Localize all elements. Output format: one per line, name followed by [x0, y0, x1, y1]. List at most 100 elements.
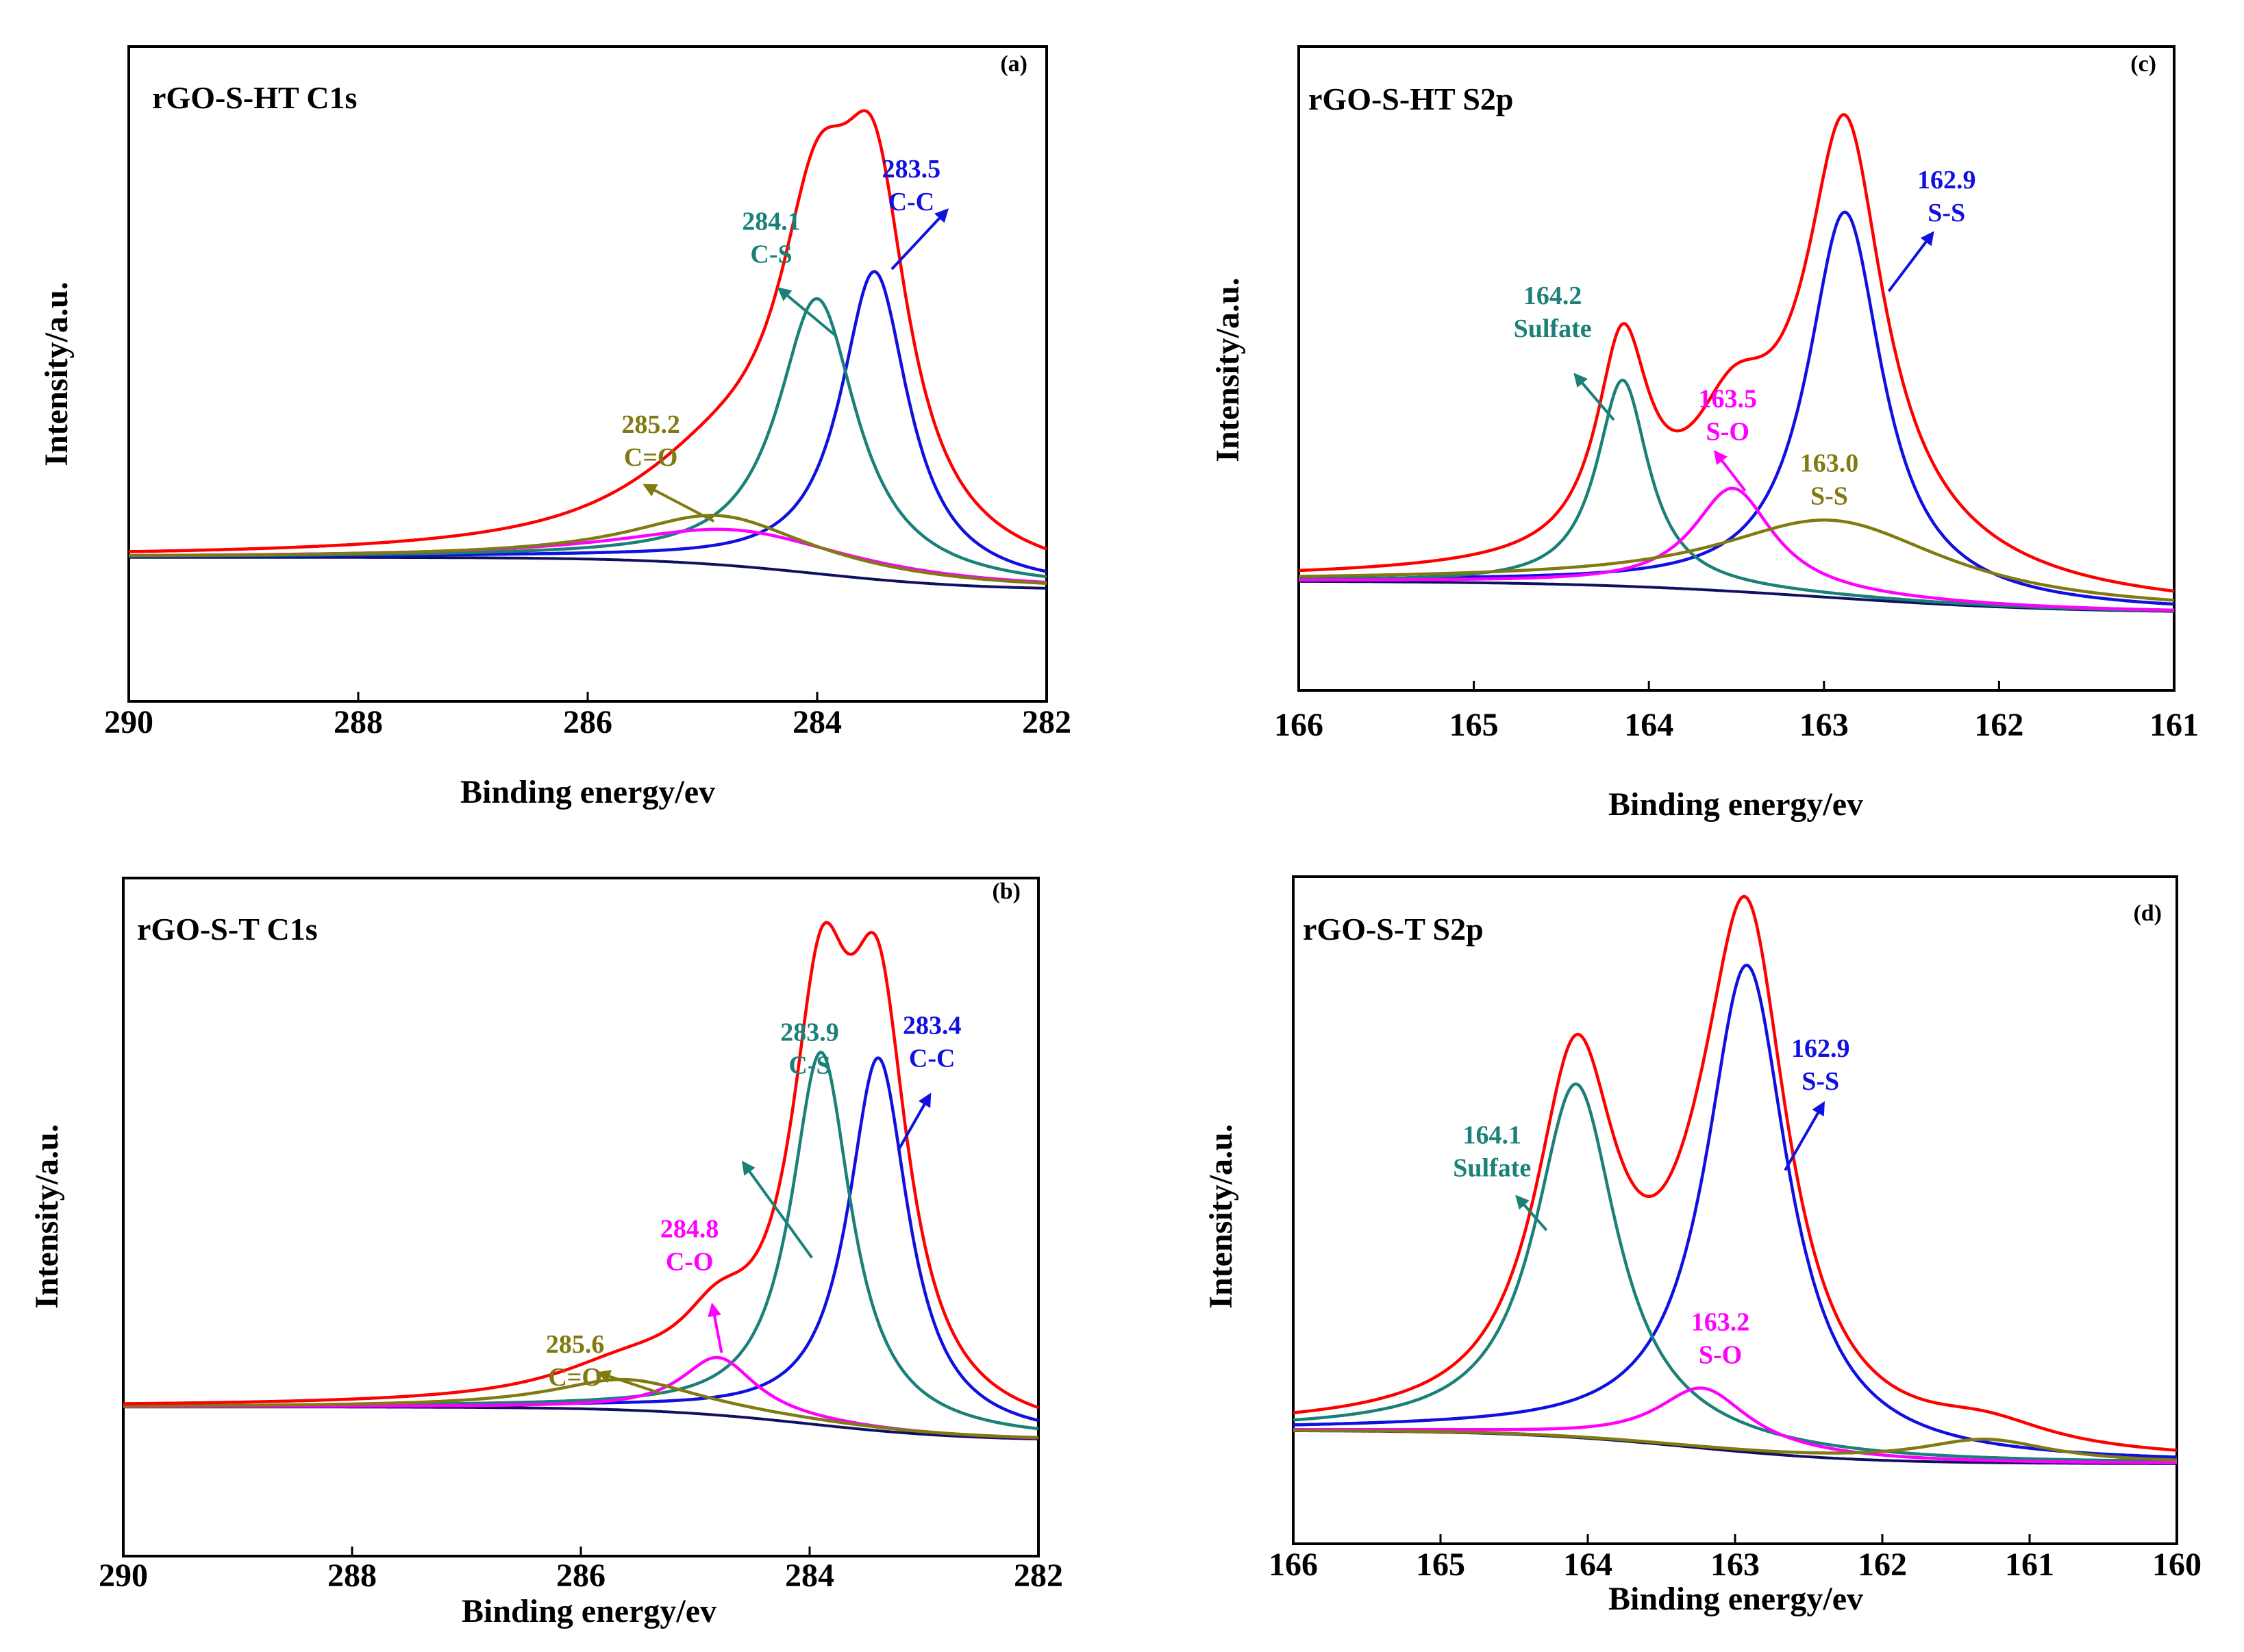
panel-d-frame	[1292, 875, 2178, 1545]
panel-b-annotations: 283.4 C-C 283.9 C-S 284.8 C-O 285.6 C=O	[546, 1012, 962, 1395]
panel-c-component-3	[1298, 518, 2175, 602]
panel-b-annotation-arrow	[741, 1160, 813, 1259]
panel-c-xtick-label: 163	[1799, 707, 1849, 743]
panel-d-xtick-label: 160	[2152, 1547, 2202, 1583]
panel-d-annotations: 162.9 S-S 164.1 Sulfate 163.2 S-O	[1453, 1034, 1849, 1369]
panel-b-annotation-label: C-S	[788, 1051, 830, 1080]
panel-b-title: rGO-S-T C1s	[137, 912, 318, 947]
panel-b-ticks: 290 288 286 284 282	[99, 1547, 1063, 1594]
panel-c-title: rGO-S-HT S2p	[1308, 82, 1514, 116]
panel-b-annotation-label: 283.9	[780, 1018, 839, 1047]
panel-b-annotation-arrow	[708, 1302, 723, 1353]
panel-c-component-1	[1299, 378, 2175, 612]
panel-d-xtick-label: 163	[1710, 1547, 1760, 1583]
panel-d-tag: (d)	[2133, 901, 2162, 926]
panel-b-annotation-label: 284.8	[660, 1215, 719, 1244]
panel-a-envelope	[129, 109, 1047, 553]
panel-d-envelope	[1293, 894, 2178, 1452]
panel-a-annotation-label: 285.2	[621, 410, 680, 439]
panel-a-ticks: 290 288 286 284 282	[104, 692, 1071, 740]
panel-d-xlabel: Binding energy/ev	[1608, 1581, 1863, 1617]
panel-b-frame	[122, 877, 1040, 1557]
panel-d-curves	[1293, 894, 2178, 1465]
panel-a-component-3	[129, 514, 1047, 585]
panel-a-annotations: 283.5 C-C 284.1 C-S 285.2 C=O	[621, 155, 949, 523]
panel-d-xtick-label: 164	[1563, 1547, 1612, 1583]
panel-c-xtick-label: 166	[1274, 707, 1323, 743]
panel-a-annotation-label: C-S	[750, 240, 792, 269]
panel-b-component-3	[123, 1377, 1039, 1440]
panel-c: rGO-S-HT S2p (c) Binding energy/ev Inten…	[1210, 45, 2199, 823]
panel-a-xtick-label: 290	[104, 704, 153, 740]
panel-d-annotation-label: S-O	[1699, 1340, 1742, 1369]
panel-c-annotation-label: S-S	[1928, 199, 1965, 227]
panel-a-ylabel: Intensity/a.u.	[38, 281, 75, 466]
panel-b-baseline	[123, 1405, 1038, 1440]
panel-c-xtick-label: 162	[1974, 707, 2023, 743]
panel-a-annotation-label: 283.5	[882, 155, 941, 184]
panel-d-ylabel: Intensity/a.u.	[1203, 1124, 1239, 1308]
panel-a-title: rGO-S-HT C1s	[152, 80, 357, 115]
panel-c-annotation-label: 162.9	[1917, 166, 1976, 195]
panel-a-annotation-arrow	[890, 208, 949, 271]
panel-c-component-2	[1299, 486, 2174, 612]
panel-d-ticks: 166 165 164 163 162 161 160	[1269, 1534, 2202, 1583]
panel-c-annotation-label: 163.5	[1698, 384, 1757, 413]
panel-a-annotation-label: C=O	[624, 443, 678, 472]
panel-c-xlabel: Binding energy/ev	[1608, 786, 1863, 823]
panel-b-envelope	[123, 921, 1039, 1410]
panel-a-annotation-label: C-C	[888, 188, 935, 216]
panel-c-envelope	[1298, 113, 2175, 593]
panel-a: rGO-S-HT C1s (a) Binding energy/ev Inten…	[38, 45, 1071, 810]
panel-c-tag: (c)	[2130, 51, 2156, 77]
panel-d-annotation-label: 164.1	[1463, 1121, 1522, 1150]
panel-d-annotation-arrow	[1784, 1101, 1825, 1171]
panel-c-annotation-label: S-S	[1810, 481, 1848, 510]
panel-c-annotations: 162.9 S-S 164.2 Sulfate 163.5 S-O 163.0 S-S	[1514, 166, 1976, 511]
panel-a-xtick-label: 286	[563, 704, 612, 740]
panel-b-curves	[123, 921, 1039, 1440]
panel-b-annotation-label: 283.4	[903, 1012, 962, 1040]
panel-c-ylabel: Intensity/a.u.	[1210, 277, 1246, 462]
panel-d: rGO-S-T S2p (d) Binding energy/ev Intens…	[1203, 875, 2202, 1617]
panel-a-xlabel: Binding energy/ev	[460, 774, 715, 810]
panel-b-annotation-label: C-O	[666, 1248, 714, 1277]
panel-b-xtick-label: 284	[785, 1557, 834, 1594]
panel-c-xtick-label: 165	[1449, 707, 1499, 743]
panel-d-annotation-arrow	[1515, 1194, 1548, 1231]
panel-d-component-3	[1293, 1429, 2177, 1462]
panel-c-xtick-label: 161	[2149, 707, 2199, 743]
panel-d-annotation-label: 162.9	[1791, 1034, 1850, 1063]
panel-d-annotation-label: S-S	[1802, 1067, 1839, 1096]
panel-b-annotation-arrow	[596, 1370, 662, 1395]
panel-b-xtick-label: 286	[556, 1557, 606, 1594]
panel-c-annotation-arrow	[1573, 373, 1615, 421]
panel-a-xtick-label: 288	[334, 704, 383, 740]
panel-c-annotation-label: Sulfate	[1514, 314, 1592, 343]
panel-b-annotation-arrow	[897, 1092, 932, 1150]
panel-d-xtick-label: 161	[2005, 1547, 2054, 1583]
panel-d-xtick-label: 165	[1416, 1547, 1465, 1583]
panel-c-annotation-arrow	[1887, 231, 1934, 292]
panel-a-annotation-label: 284.1	[742, 208, 801, 236]
panel-c-annotation-label: 163.0	[1800, 449, 1859, 477]
panel-a-annotation-arrow	[777, 287, 836, 336]
panel-c-annotation-label: S-O	[1706, 417, 1749, 446]
panel-d-component-0	[1293, 964, 2178, 1459]
panel-d-xtick-label: 166	[1269, 1547, 1318, 1583]
panel-b-xlabel: Binding energy/ev	[462, 1593, 716, 1629]
panel-d-annotation-label: Sulfate	[1453, 1154, 1531, 1183]
panel-a-baseline	[129, 555, 1047, 590]
panel-c-curves	[1298, 113, 2175, 613]
panel-a-xtick-label: 282	[1022, 704, 1071, 740]
panel-d-component-1	[1293, 1082, 2178, 1463]
panel-d-title: rGO-S-T S2p	[1303, 912, 1484, 947]
panel-b-tag: (b)	[992, 879, 1021, 904]
panel-a-frame	[127, 45, 1048, 703]
panel-b-xtick-label: 282	[1014, 1557, 1063, 1594]
panel-b: rGO-S-T C1s (b) Binding energy/ev Intens…	[29, 877, 1063, 1629]
panel-b-xtick-label: 288	[327, 1557, 377, 1594]
panel-a-component-1	[129, 297, 1047, 579]
panel-d-annotation-label: 163.2	[1691, 1307, 1750, 1336]
